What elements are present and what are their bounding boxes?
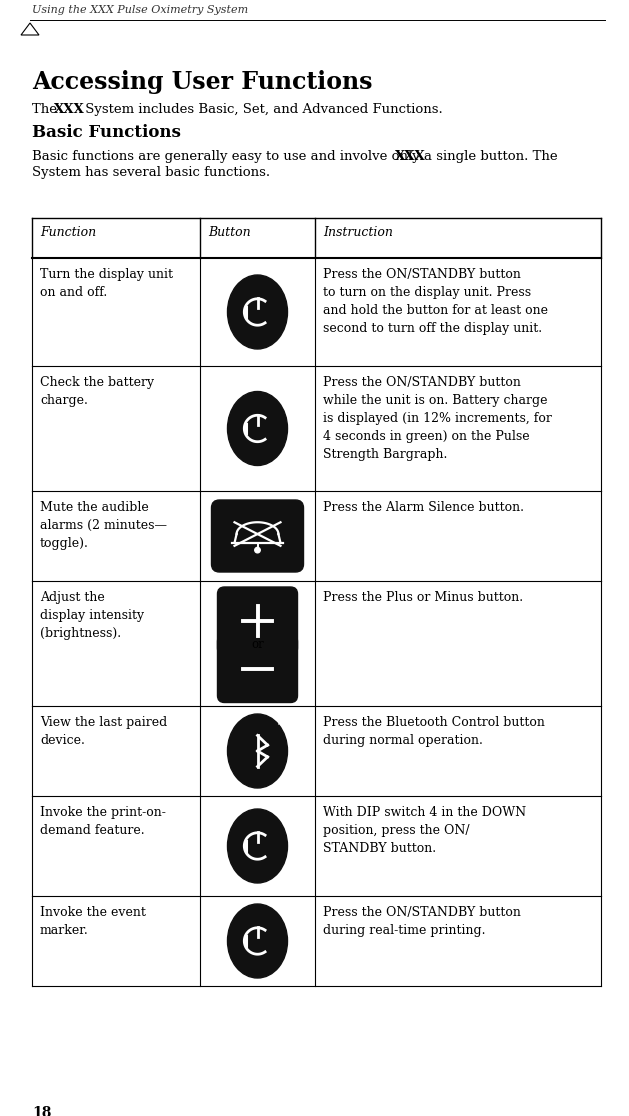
Text: Press the Alarm Silence button.: Press the Alarm Silence button. (323, 501, 524, 514)
Text: Invoke the event
marker.: Invoke the event marker. (40, 906, 146, 937)
Text: Basic functions are generally easy to use and involve only a single button. The: Basic functions are generally easy to us… (32, 150, 562, 163)
Ellipse shape (228, 714, 287, 788)
Text: Button: Button (208, 227, 250, 239)
Text: Instruction: Instruction (323, 227, 393, 239)
Text: Mute the audible
alarms (2 minutes—
toggle).: Mute the audible alarms (2 minutes— togg… (40, 501, 167, 550)
Text: Press the Plus or Minus button.: Press the Plus or Minus button. (323, 591, 523, 604)
Text: Adjust the
display intensity
(brightness).: Adjust the display intensity (brightness… (40, 591, 144, 639)
Text: Basic Functions: Basic Functions (32, 124, 181, 141)
Text: Turn the display unit
on and off.: Turn the display unit on and off. (40, 268, 173, 299)
Text: System has several basic functions.: System has several basic functions. (32, 166, 270, 179)
Text: Invoke the print-on-
demand feature.: Invoke the print-on- demand feature. (40, 806, 166, 837)
Ellipse shape (228, 904, 287, 978)
Text: The: The (32, 103, 61, 116)
Text: Press the ON/STANDBY button
while the unit is on. Battery charge
is displayed (i: Press the ON/STANDBY button while the un… (323, 376, 552, 461)
Text: Press the Bluetooth Control button
during normal operation.: Press the Bluetooth Control button durin… (323, 716, 545, 747)
FancyBboxPatch shape (218, 587, 298, 655)
Ellipse shape (228, 275, 287, 349)
Text: Check the battery
charge.: Check the battery charge. (40, 376, 154, 407)
Text: Accessing User Functions: Accessing User Functions (32, 70, 372, 94)
Circle shape (255, 547, 260, 552)
Text: Press the ON/STANDBY button
to turn on the display unit. Press
and hold the butt: Press the ON/STANDBY button to turn on t… (323, 268, 548, 335)
Text: Using the XXX Pulse Oximetry System: Using the XXX Pulse Oximetry System (32, 4, 248, 15)
Ellipse shape (228, 809, 287, 883)
Text: Function: Function (40, 227, 96, 239)
Text: or: or (252, 638, 264, 652)
Text: 18: 18 (32, 1106, 52, 1116)
FancyBboxPatch shape (218, 635, 298, 702)
Ellipse shape (228, 392, 287, 465)
Text: TM: TM (276, 721, 284, 725)
Text: XXX: XXX (54, 103, 85, 116)
Polygon shape (21, 23, 39, 35)
Text: System includes Basic, Set, and Advanced Functions.: System includes Basic, Set, and Advanced… (81, 103, 443, 116)
Text: XXX: XXX (395, 150, 426, 163)
Text: View the last paired
device.: View the last paired device. (40, 716, 167, 747)
Text: With DIP switch 4 in the DOWN
position, press the ON/
STANDBY button.: With DIP switch 4 in the DOWN position, … (323, 806, 526, 855)
Text: Press the ON/STANDBY button
during real-time printing.: Press the ON/STANDBY button during real-… (323, 906, 521, 937)
FancyBboxPatch shape (211, 500, 304, 573)
